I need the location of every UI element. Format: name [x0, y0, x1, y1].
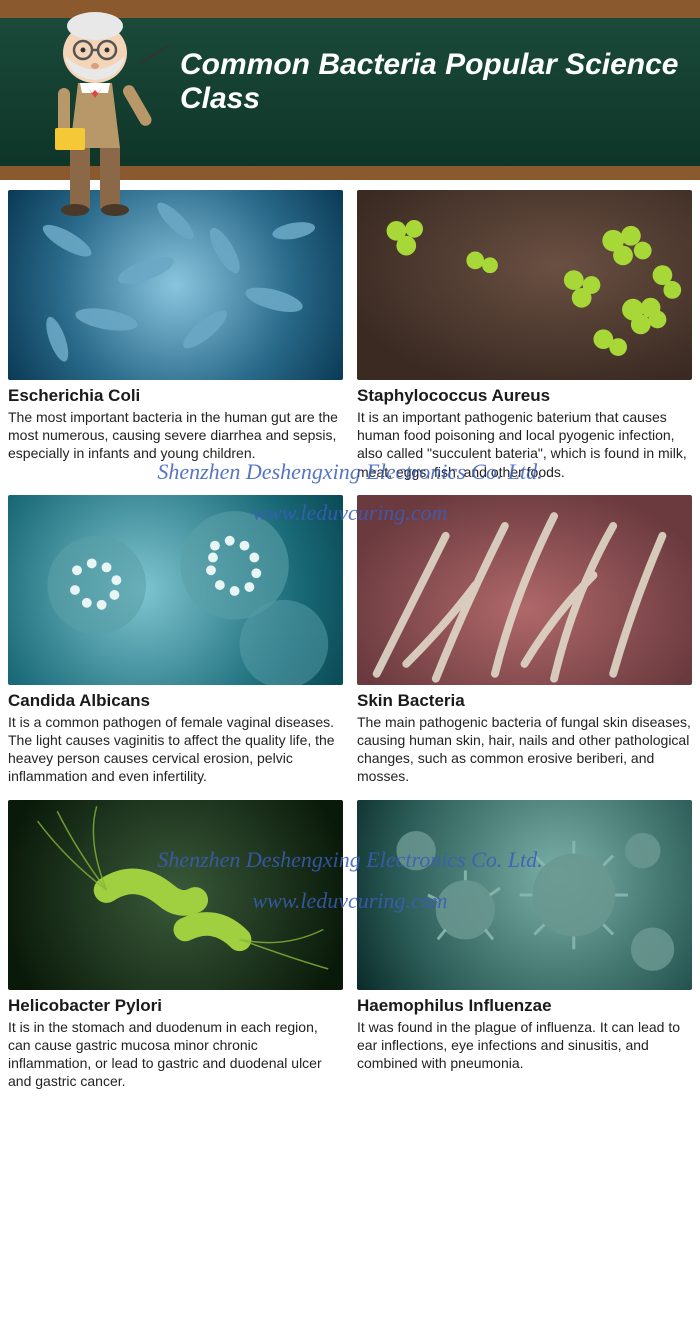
card-title: Escherichia Coli — [8, 386, 343, 406]
card-image — [357, 800, 692, 990]
card-image — [357, 495, 692, 685]
card-skin: Skin Bacteria The main pathogenic bacter… — [357, 495, 692, 786]
card-pylori: Helicobacter Pylori It is in the stomach… — [8, 800, 343, 1091]
card-desc: The main pathogenic bacteria of fungal s… — [357, 713, 692, 786]
card-title: Haemophilus Influenzae — [357, 996, 692, 1016]
card-image — [8, 190, 343, 380]
card-desc: The most important bacteria in the human… — [8, 408, 343, 463]
card-staph: Staphylococcus Aureus It is an important… — [357, 190, 692, 481]
card-title: Skin Bacteria — [357, 691, 692, 711]
card-candida: Candida Albicans It is a common pathogen… — [8, 495, 343, 786]
header-board: Common Bacteria Popular Science Class — [0, 0, 700, 180]
card-ecoli: Escherichia Coli The most important bact… — [8, 190, 343, 481]
card-desc: It is an important pathogenic baterium t… — [357, 408, 692, 481]
teacher-illustration — [20, 8, 170, 218]
card-desc: It is in the stomach and duodenum in eac… — [8, 1018, 343, 1091]
page-title: Common Bacteria Popular Science Class — [180, 48, 700, 116]
card-title: Helicobacter Pylori — [8, 996, 343, 1016]
bacteria-grid: Escherichia Coli The most important bact… — [0, 180, 700, 1100]
card-desc: It was found in the plague of influenza.… — [357, 1018, 692, 1073]
card-image — [8, 495, 343, 685]
card-desc: It is a common pathogen of female vagina… — [8, 713, 343, 786]
card-haemo: Haemophilus Influenzae It was found in t… — [357, 800, 692, 1091]
card-title: Staphylococcus Aureus — [357, 386, 692, 406]
card-image — [8, 800, 343, 990]
card-title: Candida Albicans — [8, 691, 343, 711]
card-image — [357, 190, 692, 380]
